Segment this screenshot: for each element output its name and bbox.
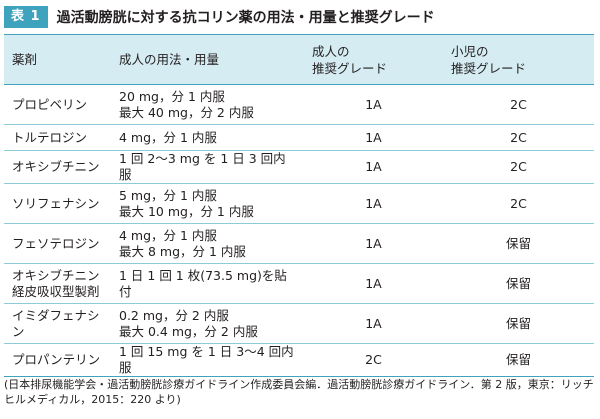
header-adult-grade: 成人の 推奨グレード <box>304 34 443 85</box>
child-grade: 保留 <box>443 343 594 377</box>
header-child-grade: 小児の 推奨グレード <box>443 34 594 85</box>
table-row: イミダフェナシン 0.2 mg，分 2 内服 最大 0.4 mg，分 2 内服 … <box>4 303 594 344</box>
drug-name: プロパンテリン <box>4 343 111 377</box>
adult-dosage: 1 日 1 回 1 枚(73.5 mg)を貼付 <box>111 263 304 304</box>
table-row: プロパンテリン 1 回 15 mg を 1 日 3〜4 回内服 2C 保留 <box>4 343 594 377</box>
table-header-row: 薬剤 成人の用法・用量 成人の 推奨グレード 小児の 推奨グレード <box>4 34 594 85</box>
drug-name: ソリフェナシン <box>4 183 111 224</box>
table-row: ソリフェナシン 5 mg，分 1 内服 最大 10 mg，分 1 内服 1A 2… <box>4 183 594 224</box>
child-grade: 2C <box>443 124 594 151</box>
adult-grade: 2C <box>304 343 443 377</box>
table-row: オキシブチニン 経皮吸収型製剤 1 日 1 回 1 枚(73.5 mg)を貼付 … <box>4 263 594 304</box>
drug-name: プロピベリン <box>4 84 111 125</box>
table-number-badge: 表 1 <box>4 6 48 28</box>
child-grade: 保留 <box>443 303 594 344</box>
child-grade: 2C <box>443 183 594 224</box>
adult-grade: 1A <box>304 303 443 344</box>
adult-dosage: 20 mg，分 1 内服 最大 40 mg，分 2 内服 <box>111 84 304 125</box>
header-drug: 薬剤 <box>4 34 111 85</box>
adult-dosage: 4 mg，分 1 内服 最大 8 mg，分 1 内服 <box>111 223 304 264</box>
adult-grade: 1A <box>304 223 443 264</box>
adult-grade: 1A <box>304 84 443 125</box>
table-caption: 表 1 過活動膀胱に対する抗コリン薬の用法・用量と推奨グレード <box>4 6 435 28</box>
drug-name: オキシブチニン <box>4 150 111 184</box>
table-row: プロピベリン 20 mg，分 1 内服 最大 40 mg，分 2 内服 1A 2… <box>4 84 594 125</box>
adult-dosage: 1 回 15 mg を 1 日 3〜4 回内服 <box>111 343 304 377</box>
child-grade: 2C <box>443 84 594 125</box>
drug-name: イミダフェナシン <box>4 303 111 344</box>
adult-grade: 1A <box>304 124 443 151</box>
child-grade: 保留 <box>443 263 594 304</box>
source-footnote: (日本排尿機能学会・過活動膀胱診療ガイドライン作成委員会編．過活動膀胱診療ガイド… <box>4 378 594 406</box>
drug-name: フェソテロジン <box>4 223 111 264</box>
drug-name: オキシブチニン 経皮吸収型製剤 <box>4 263 111 304</box>
adult-dosage: 1 回 2〜3 mg を 1 日 3 回内服 <box>111 150 304 184</box>
drug-name: トルテロジン <box>4 124 111 151</box>
header-adult-dosage: 成人の用法・用量 <box>111 34 304 85</box>
adult-dosage: 5 mg，分 1 内服 最大 10 mg，分 1 内服 <box>111 183 304 224</box>
table-row: オキシブチニン 1 回 2〜3 mg を 1 日 3 回内服 1A 2C <box>4 150 594 184</box>
table-row: フェソテロジン 4 mg，分 1 内服 最大 8 mg，分 1 内服 1A 保留 <box>4 223 594 264</box>
adult-dosage: 4 mg，分 1 内服 <box>111 124 304 151</box>
child-grade: 2C <box>443 150 594 184</box>
adult-dosage: 0.2 mg，分 2 内服 最大 0.4 mg，分 2 内服 <box>111 303 304 344</box>
table-row: トルテロジン 4 mg，分 1 内服 1A 2C <box>4 124 594 151</box>
anticholinergic-table: 薬剤 成人の用法・用量 成人の 推奨グレード 小児の 推奨グレード プロピベリン… <box>4 34 594 377</box>
adult-grade: 1A <box>304 150 443 184</box>
table-title: 過活動膀胱に対する抗コリン薬の用法・用量と推奨グレード <box>56 10 435 26</box>
child-grade: 保留 <box>443 223 594 264</box>
adult-grade: 1A <box>304 183 443 224</box>
adult-grade: 1A <box>304 263 443 304</box>
